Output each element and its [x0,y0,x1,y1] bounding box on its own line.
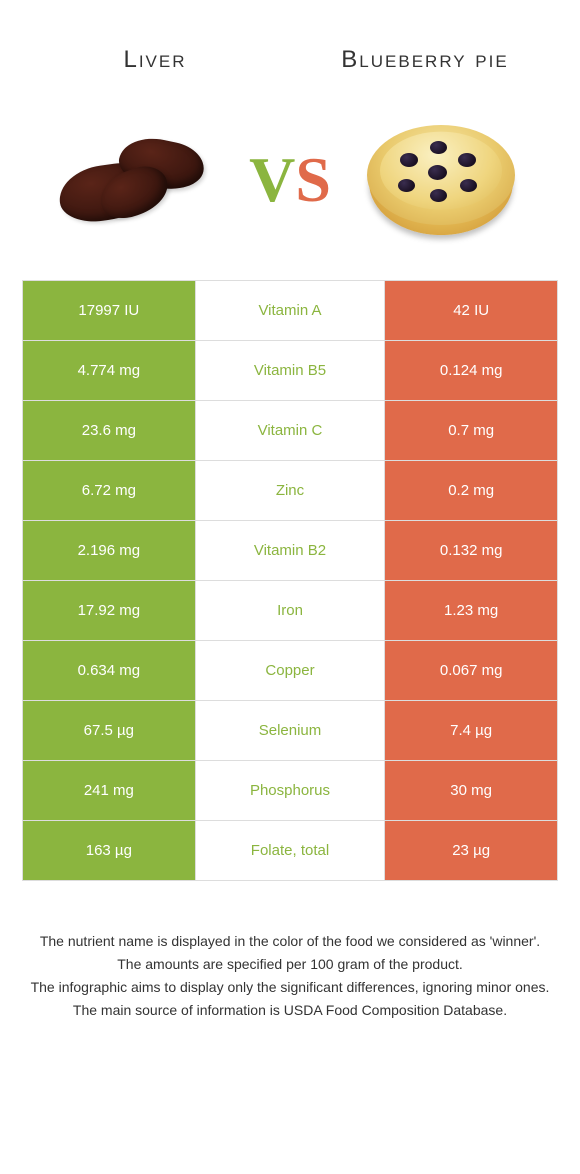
nutrient-name: Vitamin B5 [196,341,386,400]
footer-notes: The nutrient name is displayed in the co… [0,881,580,1021]
header: Liver Blueberry pie [0,0,580,100]
vs-s: S [295,143,331,217]
right-value: 30 mg [385,761,558,820]
right-value: 23 µg [385,821,558,880]
hero-row: VS [0,100,580,280]
left-value: 241 mg [23,761,196,820]
nutrient-name: Iron [196,581,386,640]
footer-line-4: The main source of information is USDA F… [30,1000,550,1021]
vs-v: V [249,143,295,217]
nutrient-name: Vitamin A [196,281,386,340]
right-value: 0.2 mg [385,461,558,520]
nutrient-name: Folate, total [196,821,386,880]
footer-line-2: The amounts are specified per 100 gram o… [30,954,550,975]
nutrient-name: Vitamin C [196,401,386,460]
nutrient-name: Phosphorus [196,761,386,820]
left-value: 23.6 mg [23,401,196,460]
right-value: 0.124 mg [385,341,558,400]
nutrient-name: Selenium [196,701,386,760]
left-value: 6.72 mg [23,461,196,520]
food-left-title: Liver [20,46,290,74]
table-row: 17.92 mgIron1.23 mg [23,581,558,641]
left-value: 17.92 mg [23,581,196,640]
left-value: 4.774 mg [23,341,196,400]
left-value: 2.196 mg [23,521,196,580]
nutrient-table: 17997 IUVitamin A42 IU4.774 mgVitamin B5… [22,280,558,881]
right-value: 7.4 µg [385,701,558,760]
food-right-title: Blueberry pie [290,46,560,74]
nutrient-name: Vitamin B2 [196,521,386,580]
liver-image [49,115,229,245]
right-value: 0.7 mg [385,401,558,460]
table-row: 17997 IUVitamin A42 IU [23,281,558,341]
nutrient-name: Copper [196,641,386,700]
table-row: 67.5 µgSelenium7.4 µg [23,701,558,761]
nutrient-name: Zinc [196,461,386,520]
table-row: 6.72 mgZinc0.2 mg [23,461,558,521]
table-row: 2.196 mgVitamin B20.132 mg [23,521,558,581]
left-value: 17997 IU [23,281,196,340]
footer-line-3: The infographic aims to display only the… [30,977,550,998]
table-row: 163 µgFolate, total23 µg [23,821,558,881]
table-row: 241 mgPhosphorus30 mg [23,761,558,821]
left-value: 67.5 µg [23,701,196,760]
table-row: 0.634 mgCopper0.067 mg [23,641,558,701]
vs-label: VS [249,143,331,217]
footer-line-1: The nutrient name is displayed in the co… [30,931,550,952]
pie-image [351,115,531,245]
table-row: 4.774 mgVitamin B50.124 mg [23,341,558,401]
right-value: 0.132 mg [385,521,558,580]
table-row: 23.6 mgVitamin C0.7 mg [23,401,558,461]
left-value: 0.634 mg [23,641,196,700]
right-value: 1.23 mg [385,581,558,640]
right-value: 0.067 mg [385,641,558,700]
left-value: 163 µg [23,821,196,880]
right-value: 42 IU [385,281,558,340]
